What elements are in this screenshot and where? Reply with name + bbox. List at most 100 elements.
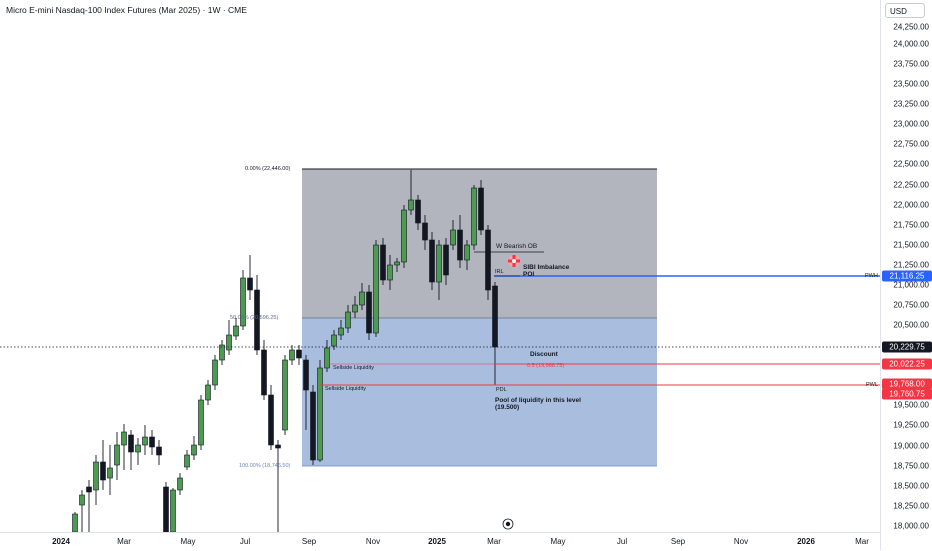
candle-body[interactable] [457,229,463,261]
candle-body[interactable] [114,444,120,466]
time-label: Sep [301,537,317,546]
time-label: Mar [855,537,869,546]
candle-body[interactable] [226,334,232,351]
candle-body[interactable] [324,347,330,369]
candle-body[interactable] [443,244,449,276]
pwl-side-label: PWL [866,382,878,388]
time-label: May [550,537,566,546]
candle-body[interactable] [177,477,183,491]
candle-body[interactable] [282,359,288,431]
candle-body[interactable] [366,291,372,334]
candle-body[interactable] [429,239,435,283]
candle-body[interactable] [352,304,358,313]
candle-body[interactable] [93,461,99,491]
candle-body[interactable] [135,444,141,453]
candle-body[interactable] [212,359,218,386]
poi-label: POI [523,271,535,278]
candle-body[interactable] [100,461,106,481]
candle-body[interactable] [338,327,344,336]
candle-body[interactable] [191,444,197,456]
candle-body[interactable] [128,434,134,453]
candle-body[interactable] [303,359,309,391]
candle-body[interactable] [107,467,113,479]
candle-body[interactable] [492,285,498,348]
chart-area[interactable]: Micro E-mini Nasdaq-100 Index Futures (M… [0,0,880,532]
sellside-label-1: Sellside Liquidity [333,365,374,371]
candle-body[interactable] [450,229,456,246]
bearish-ob-label: W Bearish OB [496,243,538,250]
candle-body[interactable] [198,399,204,446]
irl-label: IRL [495,269,504,275]
candle-body[interactable] [485,229,491,291]
candle-body[interactable] [142,436,148,446]
candle-body[interactable] [156,446,162,456]
candle-body[interactable] [184,454,190,468]
candle-body[interactable] [415,199,421,224]
discount-zone[interactable] [302,318,657,466]
candle-body[interactable] [296,349,302,359]
candle-body[interactable] [72,513,78,532]
candle-body[interactable] [219,344,225,361]
candle-body[interactable] [471,187,477,246]
candle-body[interactable] [317,367,323,461]
fib-top-label: 0.00% (22,446.00) [245,166,291,172]
candle-body[interactable] [170,489,176,532]
time-label: Jul [239,537,251,546]
price-tick: 18,250.00 [893,501,929,511]
candle-body[interactable] [464,244,470,261]
low-price-label: 19,760.75 [882,388,932,400]
currency-selector[interactable]: USD [885,3,925,18]
discount-label: Discount [530,351,558,358]
price-tick: 24,250.00 [893,22,929,32]
candle-body[interactable] [310,391,316,461]
candle-body[interactable] [408,199,414,211]
candle-body[interactable] [205,384,211,401]
time-axis[interactable]: 2024 Mar May Jul Sep Nov 2025 Mar May Jul Sep Nov 20… [0,532,880,551]
candle-body[interactable] [240,277,246,327]
candle-body[interactable] [436,244,442,283]
candle-body[interactable] [359,291,365,306]
time-label: Sep [670,537,686,546]
pool-liquidity-value: (19.500) [495,404,520,411]
candle-body[interactable] [401,209,407,263]
replay-icon[interactable] [502,518,514,530]
candle-body[interactable] [254,289,260,351]
price-tick: 23,750.00 [893,59,929,69]
candle-body[interactable] [121,431,127,446]
poi-target-icon[interactable] [508,255,520,267]
candle-body[interactable] [422,222,428,241]
candle-body[interactable] [275,444,281,449]
candle-body[interactable] [387,264,393,281]
pdl-label: PDL [496,387,507,393]
candle-body[interactable] [373,244,379,334]
time-label: 2026 [797,537,815,546]
price-tick: 21,250.00 [893,260,929,270]
candle-body[interactable] [380,244,386,281]
price-tick: 20,500.00 [893,320,929,330]
candle-body[interactable] [233,325,239,337]
sellside-label-2: Sellside Liquidity [325,386,366,392]
candle-body[interactable] [247,277,253,291]
pwh-price-label: 21,116.25 [882,270,932,282]
candle-body[interactable] [345,311,351,329]
candle-body[interactable] [261,349,267,396]
pwl-price-label: 19,768.00 [882,378,932,390]
candles-group [72,170,498,532]
price-tick: 22,000.00 [893,200,929,210]
candle-body[interactable] [478,187,484,231]
price-tick: 21,750.00 [893,220,929,230]
candle-body[interactable] [289,349,295,361]
candle-body[interactable] [163,486,169,532]
candle-body[interactable] [331,334,337,347]
candle-body[interactable] [394,261,400,266]
candle-body[interactable] [268,394,274,446]
price-tick: 23,500.00 [893,79,929,89]
price-chart[interactable] [0,0,880,532]
time-label: Nov [733,537,749,546]
time-label: 2024 [52,537,70,546]
candle-body[interactable] [149,436,155,448]
candle-body[interactable] [86,486,92,493]
price-axis[interactable]: USD 24,250.00 24,000.00 23,750.00 23,500.00… [880,0,932,550]
price-tick: 18,000.00 [893,521,929,531]
candle-body[interactable] [79,494,85,506]
